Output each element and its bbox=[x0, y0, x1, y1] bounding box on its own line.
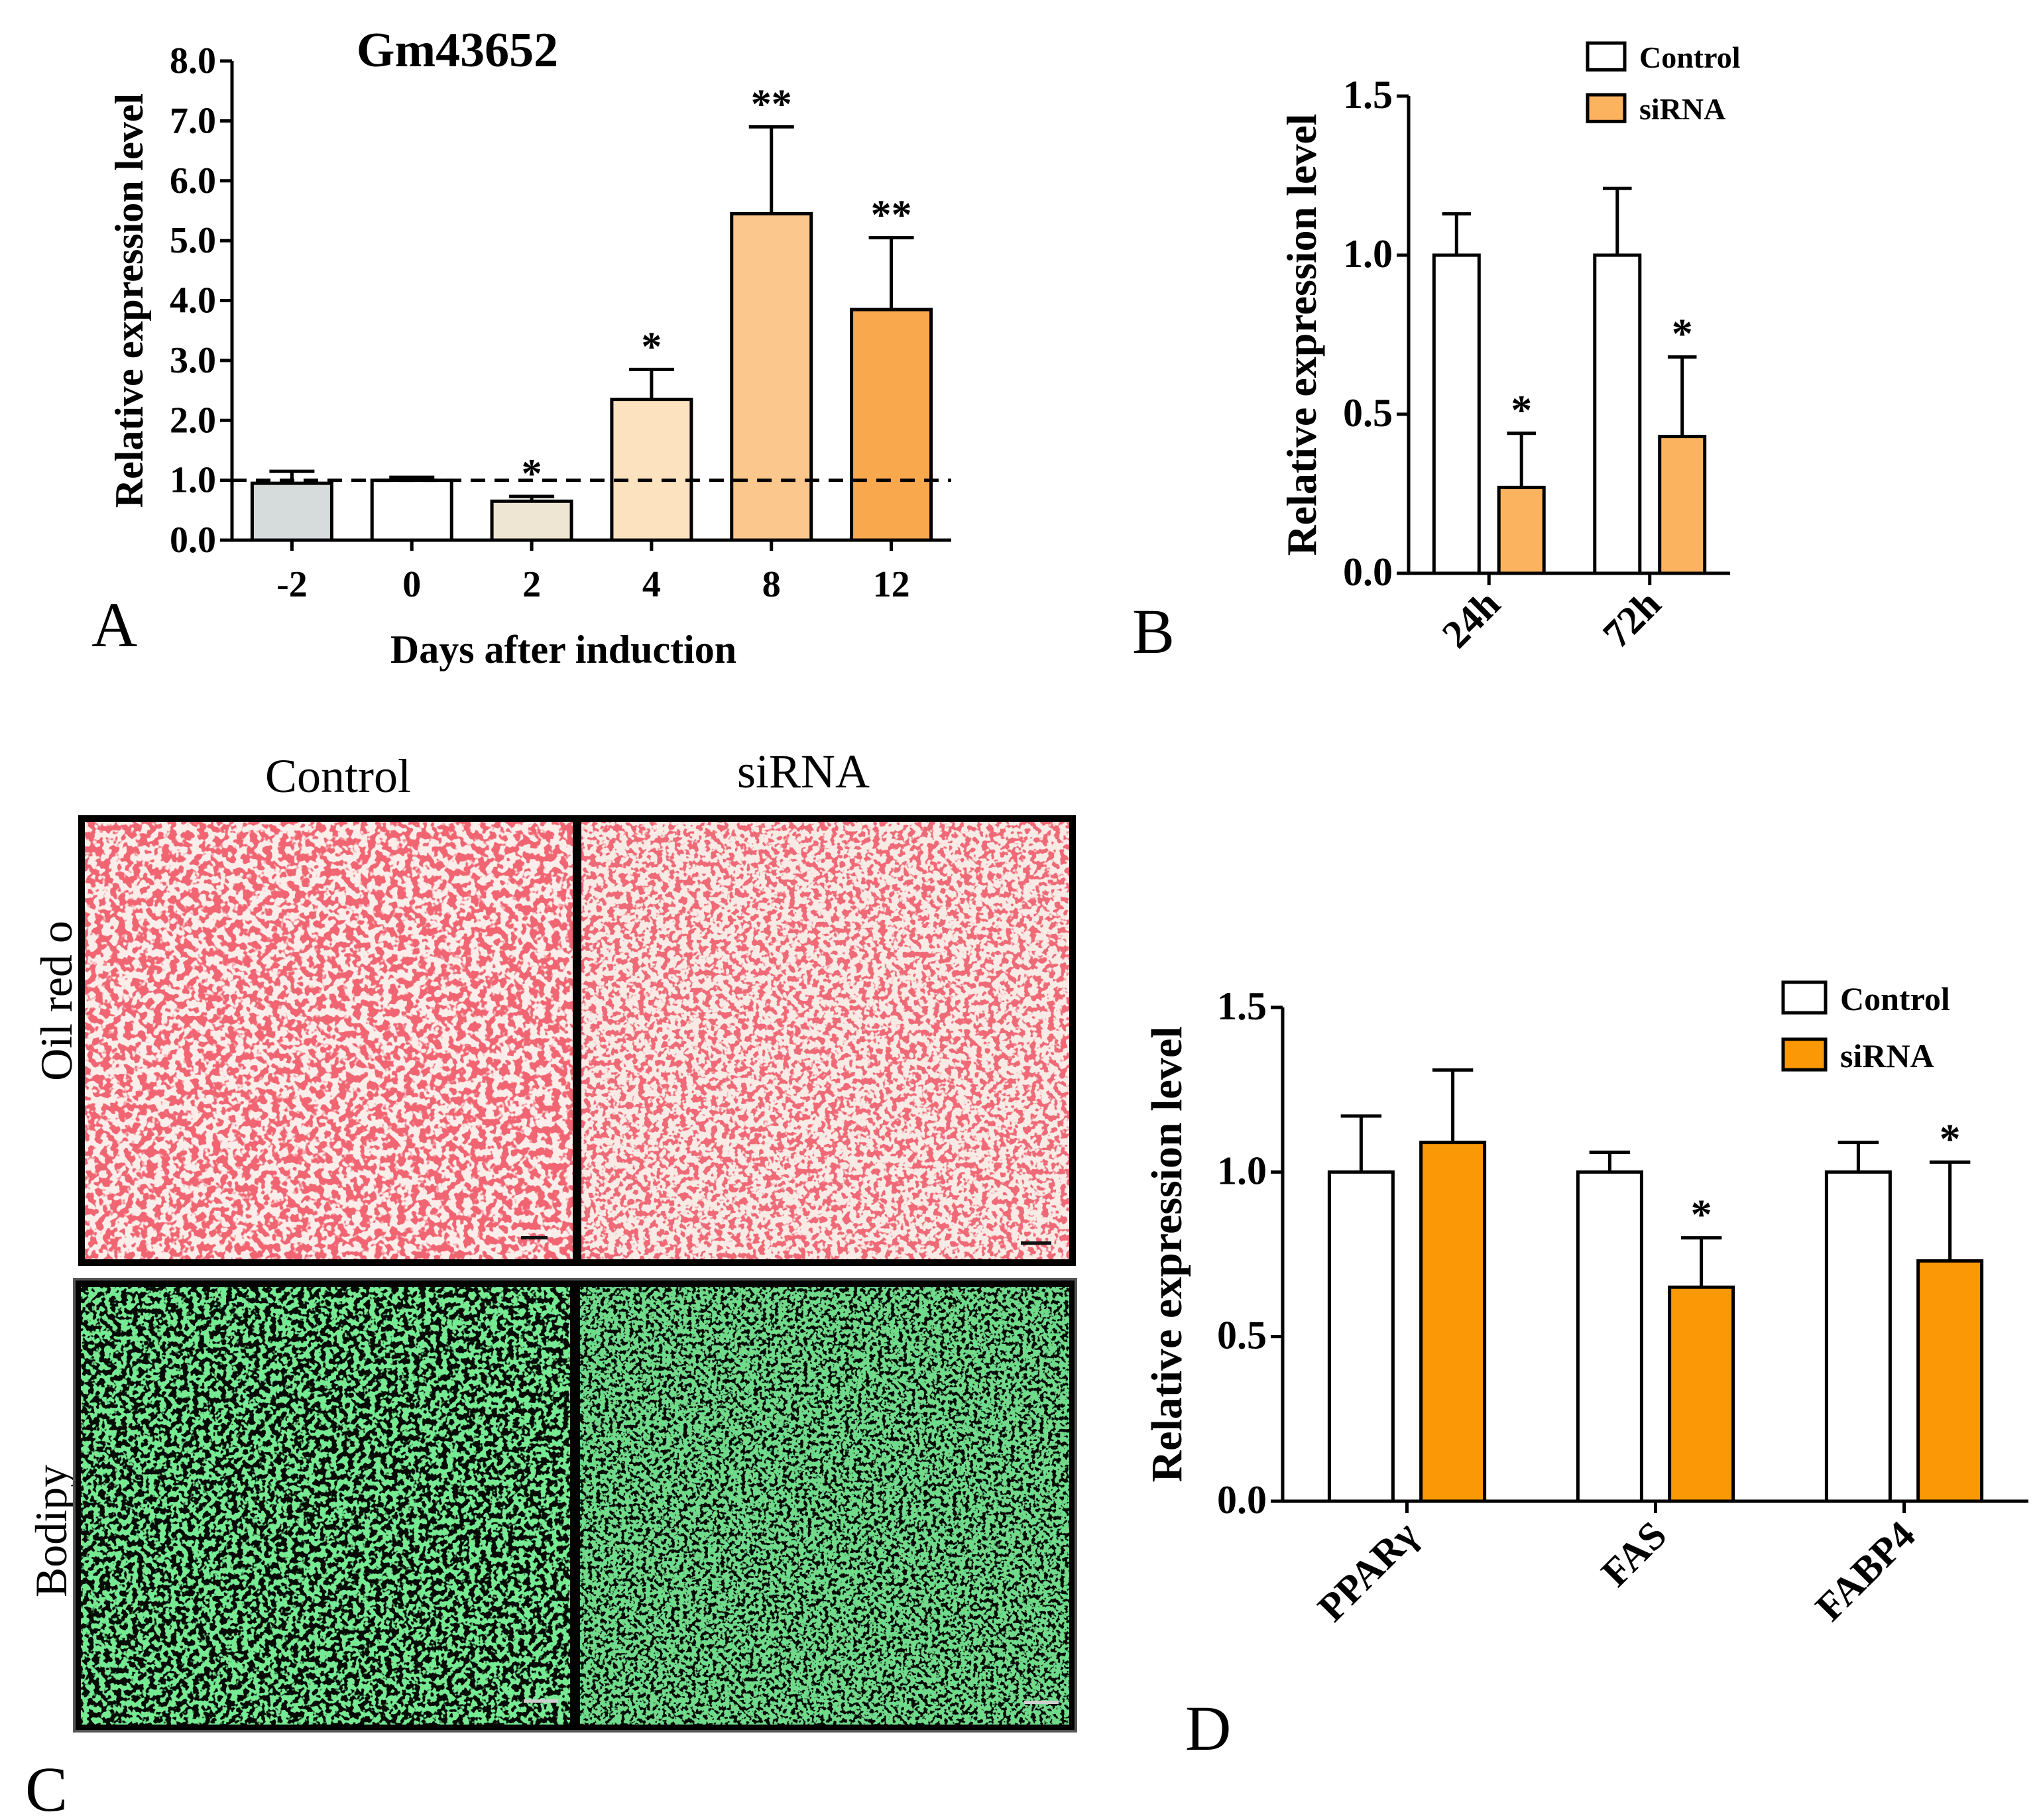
micrograph-panel: Control siRNA Oil red o Bodipy bbox=[26, 745, 1077, 1733]
micrograph-col-header-control: Control bbox=[265, 750, 411, 803]
bodipy-sirna-image bbox=[580, 1287, 1069, 1725]
x-tick-label: -2 bbox=[276, 564, 308, 605]
significance-label: * bbox=[1511, 386, 1532, 433]
y-tick-label: 7.0 bbox=[170, 100, 216, 141]
chart-d: PPARγ * FAS * FABP4 0.0 0.5 1.0 1.5 Relative expr… bbox=[1143, 980, 2028, 1630]
significance-label: ** bbox=[871, 193, 912, 238]
scale-bar bbox=[524, 1699, 558, 1703]
y-tick-label: 1.5 bbox=[1217, 984, 1267, 1028]
x-tick-label: 4 bbox=[642, 564, 661, 605]
significance-label: * bbox=[1940, 1115, 1961, 1162]
legend-label: siRNA bbox=[1840, 1037, 1934, 1074]
y-tick-label: 1.5 bbox=[1343, 73, 1393, 117]
oil-sirna-image bbox=[581, 822, 1069, 1259]
bar bbox=[1593, 253, 1642, 575]
legend-swatch bbox=[1781, 1037, 1828, 1072]
bar bbox=[1497, 485, 1546, 575]
bar bbox=[1824, 1170, 1892, 1503]
bar bbox=[850, 308, 933, 542]
y-tick-label: 0.0 bbox=[1343, 550, 1393, 594]
y-axis-label: Relative expression level bbox=[107, 93, 151, 508]
y-tick-label: 0.0 bbox=[1217, 1478, 1267, 1522]
bar bbox=[1916, 1259, 1984, 1503]
bar bbox=[490, 499, 573, 542]
panel-letter-a: A bbox=[91, 589, 137, 660]
x-tick-label: 24h bbox=[1434, 582, 1509, 657]
y-tick-label: 0.0 bbox=[170, 520, 216, 561]
y-tick-label: 1.0 bbox=[1343, 232, 1393, 276]
significance-label: * bbox=[1672, 310, 1693, 357]
x-tick-label: 2 bbox=[522, 564, 541, 605]
y-tick-label: 3.0 bbox=[170, 340, 216, 381]
bar bbox=[1327, 1170, 1395, 1503]
bar bbox=[1419, 1141, 1487, 1503]
y-tick-label: 1.0 bbox=[1217, 1149, 1267, 1192]
bar bbox=[610, 398, 693, 542]
y-tick-label: 5.0 bbox=[170, 220, 216, 261]
y-tick-label: 4.0 bbox=[170, 280, 216, 321]
scale-bar bbox=[521, 1236, 548, 1239]
x-tick-label: PPARγ bbox=[1309, 1513, 1426, 1630]
legend-label: siRNA bbox=[1639, 92, 1725, 126]
x-tick-label: 8 bbox=[762, 564, 781, 605]
bar bbox=[730, 211, 813, 542]
scale-bar bbox=[1024, 1701, 1059, 1704]
scale-bar bbox=[1021, 1241, 1051, 1245]
x-tick-label: 0 bbox=[402, 564, 421, 605]
micrograph-row-label-oil: Oil red o bbox=[31, 921, 82, 1081]
chart-a: Gm43652 -2 0 * 2 * 4 ** 8 ** 12 0.0 1.0 2.0 3.0 4.0 5.0 6… bbox=[107, 23, 951, 671]
significance-label: * bbox=[641, 324, 662, 369]
y-tick-label: 8.0 bbox=[170, 40, 216, 82]
panel-letter-b: B bbox=[1132, 596, 1175, 667]
bodipy-control-image bbox=[81, 1287, 570, 1725]
micrograph-col-header-sirna: siRNA bbox=[737, 745, 870, 798]
bar bbox=[1576, 1170, 1643, 1503]
y-tick-label: 6.0 bbox=[170, 160, 216, 201]
bodipy-frame-border bbox=[73, 1278, 1077, 1733]
legend-swatch bbox=[1586, 93, 1627, 123]
y-axis-label: Relative expression level bbox=[1278, 113, 1325, 555]
y-tick-label: 2.0 bbox=[170, 400, 216, 441]
x-tick-label: 72h bbox=[1594, 582, 1669, 657]
bar bbox=[250, 481, 333, 542]
x-axis-label: Days after induction bbox=[390, 628, 736, 671]
bar bbox=[370, 479, 453, 542]
y-tick-label: 0.5 bbox=[1343, 391, 1393, 435]
chart-b: * 24h * 72h 0.0 0.5 1.0 1.5 Relative expression … bbox=[1278, 40, 1741, 656]
y-tick-label: 1.0 bbox=[170, 460, 216, 501]
legend-label: Control bbox=[1840, 980, 1950, 1017]
chart-title: Gm43652 bbox=[357, 23, 558, 78]
micrograph-row-label-bodipy: Bodipy bbox=[26, 1465, 76, 1597]
panel-letter-c: C bbox=[25, 1754, 68, 1820]
x-tick-label: 12 bbox=[873, 564, 910, 605]
y-tick-label: 0.5 bbox=[1217, 1314, 1267, 1357]
panel-letter-d: D bbox=[1185, 1693, 1231, 1764]
y-axis-label: Relative expression level bbox=[1143, 1027, 1191, 1483]
legend-swatch bbox=[1781, 980, 1828, 1015]
x-tick-label: FAS bbox=[1593, 1513, 1675, 1595]
significance-label: * bbox=[1691, 1191, 1712, 1238]
bar bbox=[1432, 253, 1481, 575]
bar bbox=[1668, 1285, 1735, 1503]
legend-label: Control bbox=[1639, 40, 1741, 74]
bar bbox=[1658, 435, 1707, 575]
oil-control-image bbox=[85, 822, 573, 1259]
x-tick-label: FABP4 bbox=[1807, 1513, 1924, 1630]
significance-label: ** bbox=[751, 82, 792, 127]
legend-swatch bbox=[1586, 41, 1627, 72]
significance-label: * bbox=[522, 451, 542, 496]
